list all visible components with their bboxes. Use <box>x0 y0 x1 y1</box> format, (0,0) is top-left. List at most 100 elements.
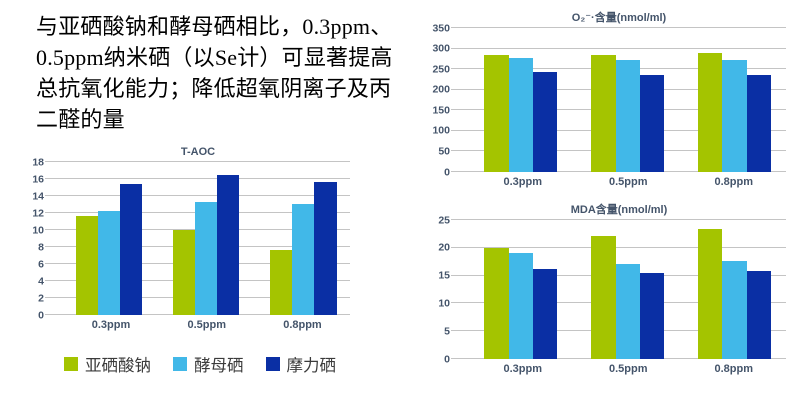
x-axis: 0.3ppm 0.5ppm 0.8ppm <box>458 359 786 377</box>
category-label-0.5ppm: 0.5ppm <box>187 319 226 331</box>
y-axis-tick-label: 2 <box>38 291 44 304</box>
bar-酵母硒-0.3ppm <box>508 253 534 359</box>
bar-groups <box>52 162 350 315</box>
legend-item-yeast-selenium: 酵母硒 <box>173 352 244 376</box>
y-axis-tick-label: 0 <box>444 352 450 365</box>
legend-label: 酵母硒 <box>194 357 244 375</box>
bar-group-0.3ppm <box>484 220 558 359</box>
legend-item-sodium-selenite: 亚硒酸钠 <box>64 352 151 376</box>
y-axis-tick-label: 10 <box>32 223 44 236</box>
bar-酵母硒-0.3ppm <box>508 57 534 172</box>
bar-groups <box>458 220 786 359</box>
category-label-0.5ppm: 0.5ppm <box>608 363 648 375</box>
y-axis-tick-label: 15 <box>438 269 450 282</box>
legend-item-moli-selenium: 摩力硒 <box>265 352 337 376</box>
y-axis: 0 50 100 150 200 250 300 350 <box>428 23 458 177</box>
x-axis: 0.3ppm 0.5ppm 0.8ppm <box>458 172 786 190</box>
bar-摩力硒-0.3ppm <box>533 72 558 172</box>
y-axis-tick-label: 0 <box>444 165 450 178</box>
bar-摩力硒-0.5ppm <box>639 273 665 359</box>
category-label-0.8ppm: 0.8ppm <box>714 176 754 188</box>
chart-legend: 亚硒酸钠 酵母硒 摩力硒 <box>64 352 336 376</box>
bar-亚硒酸钠-0.8ppm <box>270 250 293 315</box>
bar-摩力硒-0.3ppm <box>533 268 558 359</box>
category-label-0.3ppm: 0.3ppm <box>91 319 131 331</box>
y-axis-tick-label: 250 <box>432 62 450 75</box>
y-axis-tick-label: 150 <box>432 104 450 117</box>
intro-text-line-1: 与亚硒酸钠和酵母硒相比，0.3ppm、 <box>36 14 393 39</box>
bar-group-0.5ppm <box>591 28 665 172</box>
category-label-0.8ppm: 0.8ppm <box>714 363 754 375</box>
bar-酵母硒-0.5ppm <box>615 60 640 172</box>
y-axis-tick-label: 16 <box>32 172 44 185</box>
y-axis-tick-label: 50 <box>438 145 450 158</box>
category-label-0.5ppm: 0.5ppm <box>608 176 648 188</box>
bar-group-0.8ppm <box>698 28 772 172</box>
bar-group-0.8ppm <box>698 220 772 359</box>
y-axis-tick-label: 8 <box>38 240 44 253</box>
legend-swatch-dark-blue <box>265 357 280 371</box>
y-axis-tick-label: 14 <box>32 189 44 202</box>
bar-group-0.5ppm <box>591 220 665 359</box>
chart-t-aoc: T-AOC 0 2 4 6 8 10 12 14 16 18 0.3ppm 0.5ppm 0.8ppm <box>22 142 350 333</box>
bar-亚硒酸钠-0.5ppm <box>591 235 616 359</box>
y-axis: 0 2 4 6 8 10 12 14 16 18 <box>22 157 52 320</box>
bar-亚硒酸钠-0.5ppm <box>591 55 616 172</box>
bar-亚硒酸钠-0.3ppm <box>75 215 98 315</box>
bar-摩力硒-0.5ppm <box>217 174 240 315</box>
intro-text-line-2: 0.5ppm纳米硒（以Se计）可显著提高 <box>36 45 393 70</box>
gridline <box>45 178 350 180</box>
bar-亚硒酸钠-0.3ppm <box>484 55 509 172</box>
y-axis-tick-label: 200 <box>432 83 450 96</box>
bar-酵母硒-0.8ppm <box>722 260 747 359</box>
y-axis-tick-label: 12 <box>32 206 44 219</box>
chart-title: T-AOC <box>180 146 216 158</box>
bar-group-0.3ppm <box>75 162 143 315</box>
bar-group-0.8ppm <box>270 162 337 315</box>
bar-酵母硒-0.3ppm <box>97 211 121 315</box>
category-label-0.3ppm: 0.3ppm <box>503 363 542 375</box>
legend-swatch-green <box>64 357 78 371</box>
y-axis-tick-label: 0 <box>38 308 44 321</box>
plot-area <box>45 161 350 315</box>
bar-亚硒酸钠-0.3ppm <box>484 247 509 359</box>
bar-摩力硒-0.8ppm <box>746 271 772 359</box>
bar-酵母硒-0.5ppm <box>615 264 640 359</box>
chart-body: 0 5 10 15 20 25 <box>428 215 786 364</box>
y-axis-tick-label: 100 <box>432 124 450 137</box>
chart-mda-content: MDA含量(nmol/ml) 0 5 10 15 20 25 0.3ppm 0.5ppm 0.8p… <box>428 200 786 377</box>
bar-摩力硒-0.8ppm <box>746 74 772 172</box>
bar-摩力硒-0.8ppm <box>314 181 337 315</box>
y-axis-tick-label: 20 <box>438 241 450 254</box>
y-axis-tick-label: 18 <box>32 155 44 168</box>
plot-area <box>451 219 786 359</box>
y-axis-tick-label: 350 <box>432 21 450 34</box>
gridline <box>451 219 786 220</box>
bar-亚硒酸钠-0.8ppm <box>698 229 723 359</box>
gridline <box>451 246 786 248</box>
bar-摩力硒-0.5ppm <box>639 74 665 172</box>
chart-superoxide-content: O₂⁻·含量(nmol/ml) 0 50 100 150 200 250 300 350 0.3p… <box>428 8 786 190</box>
bar-酵母硒-0.8ppm <box>722 60 747 172</box>
intro-text: 与亚硒酸钠和酵母硒相比，0.3ppm、 0.5ppm纳米硒（以Se计）可显著提高… <box>36 11 418 135</box>
legend-label: 摩力硒 <box>286 357 337 375</box>
y-axis-tick-label: 25 <box>438 213 450 226</box>
intro-text-line-3: 总抗氧化能力；降低超氧阴离子及丙 <box>36 76 392 101</box>
y-axis-tick-label: 6 <box>38 257 44 270</box>
bar-酵母硒-0.8ppm <box>292 203 315 315</box>
y-axis-tick-label: 5 <box>444 324 450 337</box>
bar-亚硒酸钠-0.8ppm <box>698 53 723 172</box>
legend-label: 亚硒酸钠 <box>85 357 151 375</box>
y-axis-tick-label: 300 <box>432 42 450 55</box>
plot-area <box>451 27 786 172</box>
bar-group-0.3ppm <box>484 28 558 172</box>
bar-groups <box>458 28 786 172</box>
gridline <box>451 47 786 49</box>
legend-swatch-light-blue <box>173 357 187 371</box>
y-axis-tick-label: 4 <box>38 274 44 287</box>
chart-title: O₂⁻·含量(nmol/ml) <box>571 12 667 24</box>
y-axis-tick-label: 10 <box>438 297 450 310</box>
bar-酵母硒-0.5ppm <box>195 201 218 315</box>
y-axis: 0 5 10 15 20 25 <box>428 215 458 364</box>
